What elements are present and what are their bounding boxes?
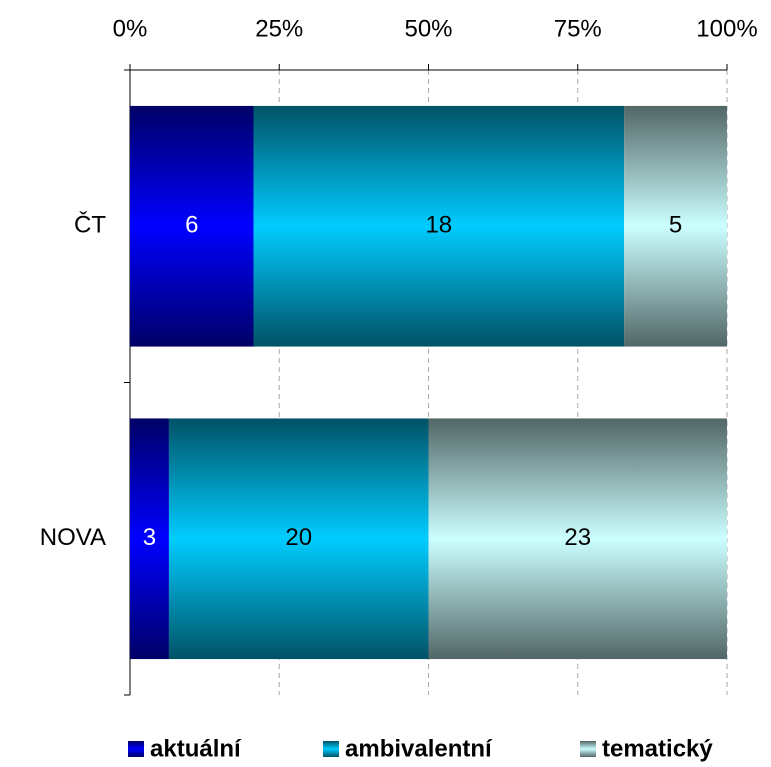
legend-label: aktuální	[150, 735, 242, 762]
x-tick-label: 75%	[554, 15, 602, 42]
data-label: 3	[143, 524, 156, 551]
y-tick-label: ČT	[74, 211, 106, 239]
data-label: 20	[285, 524, 312, 551]
bar-segment	[253, 105, 625, 347]
data-label: 18	[425, 212, 452, 239]
bar-segment	[624, 105, 727, 347]
bar-segment	[130, 105, 254, 347]
x-tick-label: 100%	[696, 15, 757, 42]
x-tick-label: 0%	[113, 15, 148, 42]
bar-segment	[168, 418, 429, 660]
data-label: 6	[185, 212, 198, 239]
data-label: 5	[669, 212, 682, 239]
legend-swatch	[580, 741, 596, 757]
bar-segment	[428, 418, 727, 660]
data-label: 23	[564, 524, 591, 551]
x-tick-label: 50%	[404, 15, 452, 42]
bar-segment	[130, 418, 169, 660]
legend-label: ambivalentní	[345, 735, 493, 762]
legend-label: tematický	[602, 735, 713, 762]
legend-swatch	[128, 741, 144, 757]
legend-swatch	[323, 741, 339, 757]
y-tick-label: NOVA	[40, 524, 106, 551]
x-tick-label: 25%	[255, 15, 303, 42]
